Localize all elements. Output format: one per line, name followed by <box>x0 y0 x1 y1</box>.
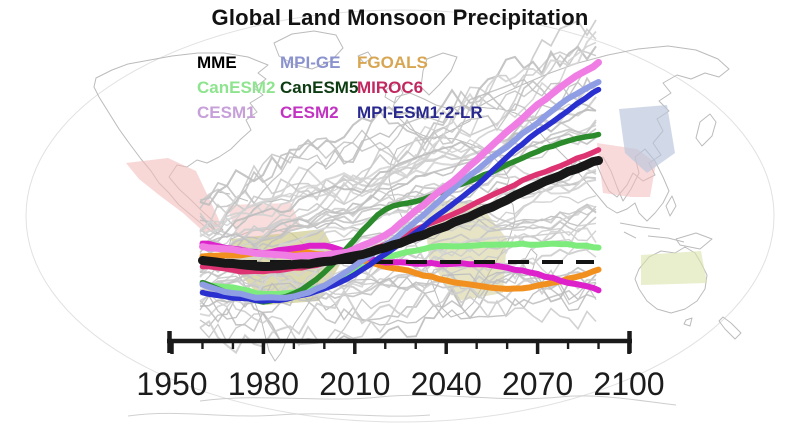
australia-outline <box>634 246 708 314</box>
ensemble-run <box>199 30 597 232</box>
model-legend: MME MPI-GE FGOALS CanESM2 CanESM5 MIROC6 CESM1… <box>197 51 483 125</box>
x-axis-tick-label: 1950 <box>136 366 207 402</box>
MME-line <box>198 156 603 271</box>
japan-outline <box>695 113 717 147</box>
x-axis-tick-label: 2040 <box>411 366 482 402</box>
legend-item-fgoals: FGOALS <box>357 53 428 72</box>
ensemble-spread <box>199 19 597 355</box>
ensemble-run <box>199 280 597 347</box>
antarctica-coastline <box>199 394 677 406</box>
x-axis-tick-label: 1980 <box>228 366 299 402</box>
iceland-outline <box>357 51 373 64</box>
legend-item-cesm2: CESM2 <box>280 103 339 122</box>
indonesia-outline <box>619 222 685 243</box>
model-lines-above-baseline <box>198 58 603 305</box>
legend-item-canesm5: CanESM5 <box>280 78 359 97</box>
projection-boundary <box>25 9 775 423</box>
new-zealand-outline <box>718 316 742 340</box>
legend-item-canesm2: CanESM2 <box>197 78 276 97</box>
philippines-outline <box>665 195 677 217</box>
legend-item-mme: MME <box>197 53 237 72</box>
x-axis-tick-label: 2100 <box>593 366 664 402</box>
tasmania-outline <box>683 317 693 327</box>
CanESM2-line <box>199 240 602 297</box>
chart-title: Global Land Monsoon Precipitation <box>211 5 589 30</box>
antarctica-coastline-2 <box>127 412 431 417</box>
region-east-asian-monsoon <box>619 105 675 173</box>
ensemble-run <box>199 121 597 248</box>
region-north-american-monsoon <box>126 158 223 233</box>
british-isles-outline <box>384 82 404 104</box>
legend-item-mpi-esm1-2-lr: MPI-ESM1-2-LR <box>357 103 483 122</box>
ensemble-run <box>199 49 597 210</box>
legend-item-mpi-ge: MPI-GE <box>280 53 341 72</box>
x-axis-tick-label: 2070 <box>502 366 573 402</box>
CESM1-line <box>199 58 602 260</box>
MPI-GE-line <box>199 79 602 301</box>
ensemble-run <box>199 88 597 232</box>
ensemble-run <box>199 133 597 257</box>
ensemble-run <box>199 45 597 207</box>
greenland-outline <box>273 30 344 70</box>
legend-item-cesm1: CESM1 <box>197 103 256 122</box>
new-guinea-outline <box>675 232 713 250</box>
ensemble-run <box>199 263 597 344</box>
ensemble-run <box>199 41 597 249</box>
x-axis: 1950 1980 2010 2040 2070 2100 <box>136 331 665 402</box>
scandinavia-outline <box>420 52 458 96</box>
legend-item-miroc6: MIROC6 <box>357 78 424 97</box>
region-australian-monsoon <box>641 251 707 285</box>
ensemble-run <box>199 284 597 333</box>
ensemble-run <box>199 101 597 253</box>
x-axis-tick-label: 2010 <box>319 366 390 402</box>
ensemble-run <box>199 76 597 202</box>
